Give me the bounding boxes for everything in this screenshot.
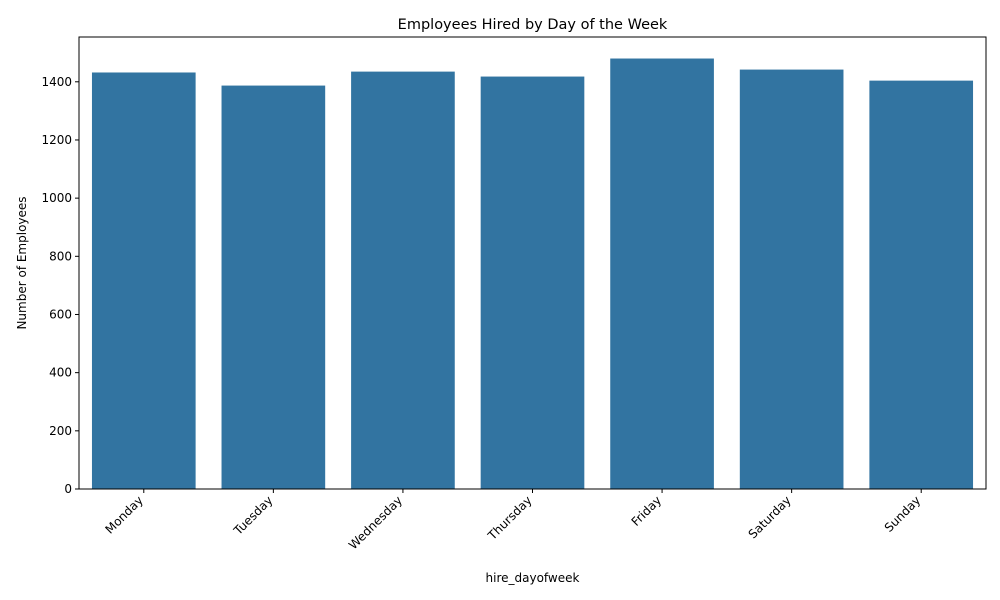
bars-group bbox=[91, 58, 974, 490]
y-axis: 0 200 400 600 800 1000 1200 1400 bbox=[41, 75, 79, 496]
x-axis-label: hire_dayofweek bbox=[486, 571, 580, 585]
y-tick-label: 1400 bbox=[41, 75, 72, 89]
y-tick-label: 800 bbox=[49, 249, 72, 263]
bar-thursday bbox=[480, 76, 585, 489]
y-tick-label: 1200 bbox=[41, 133, 72, 147]
y-axis-label: Number of Employees bbox=[15, 196, 29, 329]
bar-tuesday bbox=[221, 85, 326, 489]
y-tick-label: 600 bbox=[49, 307, 72, 321]
bar-saturday bbox=[739, 69, 844, 490]
chart-title: Employees Hired by Day of the Week bbox=[398, 17, 668, 33]
y-tick-label: 1000 bbox=[41, 191, 72, 205]
y-tick-label: 0 bbox=[64, 482, 72, 496]
y-tick-label: 400 bbox=[49, 366, 72, 380]
y-tick-label: 200 bbox=[49, 424, 72, 438]
bar-sunday bbox=[869, 80, 974, 490]
bar-wednesday bbox=[351, 71, 455, 489]
bar-friday bbox=[610, 58, 714, 490]
bar-monday bbox=[91, 72, 196, 489]
plot-frame bbox=[78, 36, 987, 490]
